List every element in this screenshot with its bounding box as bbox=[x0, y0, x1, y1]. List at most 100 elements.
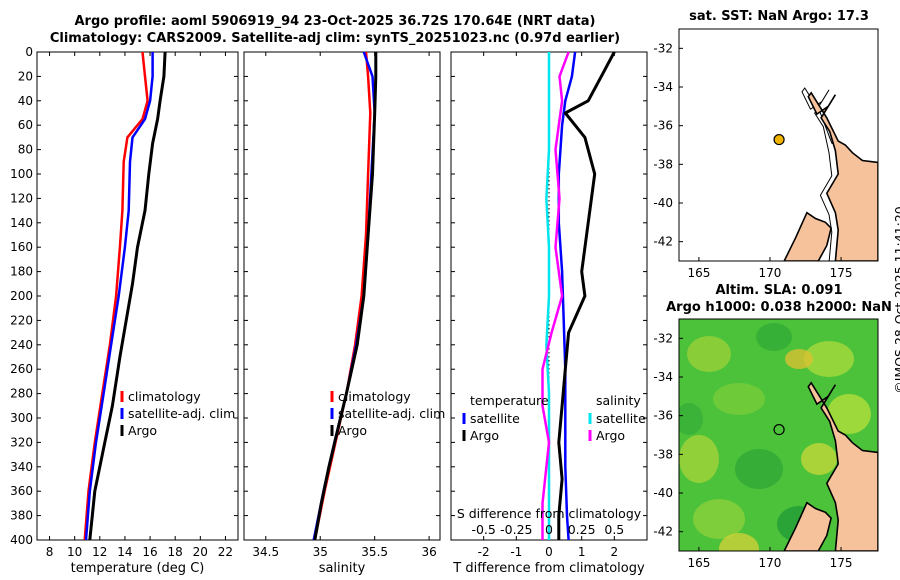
s-axis-label: S difference from climatology bbox=[457, 506, 642, 521]
lon-tick-label-sst_map: 175 bbox=[830, 266, 853, 280]
lon-tick-label-sla_map: 165 bbox=[687, 556, 710, 570]
y-tick-label-180: 180 bbox=[10, 265, 33, 279]
y-tick-label-320: 320 bbox=[10, 435, 33, 449]
s-tick-label: 0.25 bbox=[568, 522, 596, 537]
lat-tick-label-sst_map: -32 bbox=[653, 41, 673, 55]
s-tick-label: -0.25 bbox=[500, 522, 532, 537]
x-tick-label-temperature: 16 bbox=[142, 545, 157, 559]
x-tick-label-temperature: 10 bbox=[67, 545, 82, 559]
lat-tick-label-sla_map: -42 bbox=[653, 525, 673, 539]
lat-tick-label-sst_map: -42 bbox=[653, 235, 673, 249]
lon-tick-label-sla_map: 175 bbox=[830, 556, 853, 570]
s-tick-label: -0.5 bbox=[471, 522, 495, 537]
y-tick-label-40: 40 bbox=[18, 94, 33, 108]
sla-anomaly-patch bbox=[719, 533, 759, 551]
argo-float-marker bbox=[773, 423, 785, 436]
series-line-diff-0 bbox=[557, 51, 577, 541]
lat-tick-label-sst_map: -34 bbox=[653, 80, 673, 94]
x-axis-label-salinity: salinity bbox=[319, 561, 366, 576]
x-tick-label-differences: 0 bbox=[545, 545, 553, 559]
y-tick-label-100: 100 bbox=[10, 167, 33, 181]
lat-tick-label-sst_map: -36 bbox=[653, 119, 673, 133]
sla-map-title-2: Argo h1000: 0.038 h2000: NaN bbox=[666, 300, 892, 315]
legend-s-title: salinity bbox=[596, 393, 641, 408]
sla-anomaly-patch bbox=[804, 341, 854, 377]
sla-anomaly-patch bbox=[679, 403, 703, 435]
sla-anomaly-patch bbox=[756, 323, 792, 351]
south-island bbox=[783, 211, 832, 261]
y-tick-label-0: 0 bbox=[25, 45, 33, 59]
y-tick-label-20: 20 bbox=[18, 69, 33, 83]
map-frame-sst_map bbox=[678, 28, 879, 262]
sla-anomaly-patch bbox=[827, 394, 871, 434]
x-tick-label-salinity: 34.5 bbox=[252, 545, 279, 559]
x-tick-label-differences: 1 bbox=[578, 545, 586, 559]
map-content-sla_map bbox=[679, 319, 878, 551]
x-tick-label-temperature: 18 bbox=[168, 545, 183, 559]
x-tick-label-differences: 2 bbox=[611, 545, 619, 559]
legend-t-title: temperature bbox=[470, 393, 549, 408]
y-tick-label-360: 360 bbox=[10, 484, 33, 498]
lat-tick-label-sla_map: -32 bbox=[653, 331, 673, 345]
x-tick-label-temperature: 8 bbox=[46, 545, 54, 559]
x-tick-label-temperature: 12 bbox=[92, 545, 107, 559]
sla-anomaly-patch bbox=[687, 336, 731, 372]
x-tick-label-salinity: 36 bbox=[421, 545, 436, 559]
map-content-sst_map bbox=[679, 29, 878, 261]
series-line-diff-3 bbox=[541, 51, 570, 540]
series-line-diff-2 bbox=[545, 52, 551, 540]
x-tick-label-temperature: 20 bbox=[193, 545, 208, 559]
legend-entry-salinity-1: satellite-adj. clim bbox=[338, 406, 445, 421]
plot-axes-temperature bbox=[36, 51, 239, 541]
lat-tick-label-sla_map: -36 bbox=[653, 409, 673, 423]
y-tick-label-340: 340 bbox=[10, 460, 33, 474]
timestamp-watermark: ©IMOS 28-Oct-2025 11:41:20 bbox=[892, 206, 900, 394]
lat-tick-label-sla_map: -34 bbox=[653, 370, 673, 384]
sla-anomaly-patch bbox=[693, 499, 745, 539]
sla-anomaly-patch bbox=[735, 449, 783, 489]
plot-axes-salinity bbox=[243, 51, 441, 541]
series-line-salinity-2 bbox=[313, 52, 378, 541]
lon-tick-label-sst_map: 170 bbox=[759, 266, 782, 280]
title-line-1: Argo profile: aoml 5906919_94 23-Oct-202… bbox=[74, 14, 596, 29]
sla-anomaly-patch bbox=[713, 383, 765, 415]
lat-tick-label-sla_map: -40 bbox=[653, 486, 673, 500]
north-island bbox=[807, 381, 878, 551]
x-tick-label-temperature: 14 bbox=[117, 545, 132, 559]
y-tick-label-200: 200 bbox=[10, 289, 33, 303]
y-tick-label-80: 80 bbox=[18, 143, 33, 157]
south-island bbox=[783, 501, 832, 551]
legend-entry-temperature-1: satellite-adj. clim bbox=[128, 406, 235, 421]
sla-anomaly-patch bbox=[801, 443, 837, 475]
sla-anomaly-patch bbox=[679, 435, 719, 483]
lat-tick-label-sla_map: -38 bbox=[653, 447, 673, 461]
y-tick-label-300: 300 bbox=[10, 411, 33, 425]
lon-tick-label-sst_map: 165 bbox=[687, 266, 710, 280]
x-tick-label-temperature: 22 bbox=[218, 545, 233, 559]
lon-tick-label-sla_map: 170 bbox=[759, 556, 782, 570]
y-tick-label-260: 260 bbox=[10, 362, 33, 376]
y-tick-label-280: 280 bbox=[10, 387, 33, 401]
y-tick-label-240: 240 bbox=[10, 338, 33, 352]
north-island bbox=[807, 91, 878, 261]
y-tick-label-120: 120 bbox=[10, 191, 33, 205]
y-tick-label-140: 140 bbox=[10, 216, 33, 230]
legend-entry-salinity-0: climatology bbox=[338, 389, 411, 404]
map-frame-sla_map bbox=[678, 318, 879, 552]
series-line-temperature-1 bbox=[84, 52, 154, 541]
legend-entry-salinity-2: Argo bbox=[338, 423, 367, 438]
x-axis-label-temperature: temperature (deg C) bbox=[71, 561, 205, 576]
s-tick-label: 0.5 bbox=[604, 522, 624, 537]
legend-entry-temperature-0: climatology bbox=[128, 389, 201, 404]
y-tick-label-60: 60 bbox=[18, 118, 33, 132]
sst-map-title: sat. SST: NaN Argo: 17.3 bbox=[689, 9, 869, 24]
x-tick-label-differences: -1 bbox=[510, 545, 522, 559]
lat-tick-label-sst_map: -38 bbox=[653, 157, 673, 171]
title-line-2: Climatology: CARS2009. Satellite-adj cli… bbox=[49, 31, 621, 46]
y-tick-label-400: 400 bbox=[10, 533, 33, 547]
legend-t-entry-0: satellite bbox=[470, 411, 520, 426]
legend-s-entry-0: satellite bbox=[596, 411, 646, 426]
lat-tick-label-sst_map: -40 bbox=[653, 196, 673, 210]
x-tick-label-differences: -2 bbox=[478, 545, 490, 559]
